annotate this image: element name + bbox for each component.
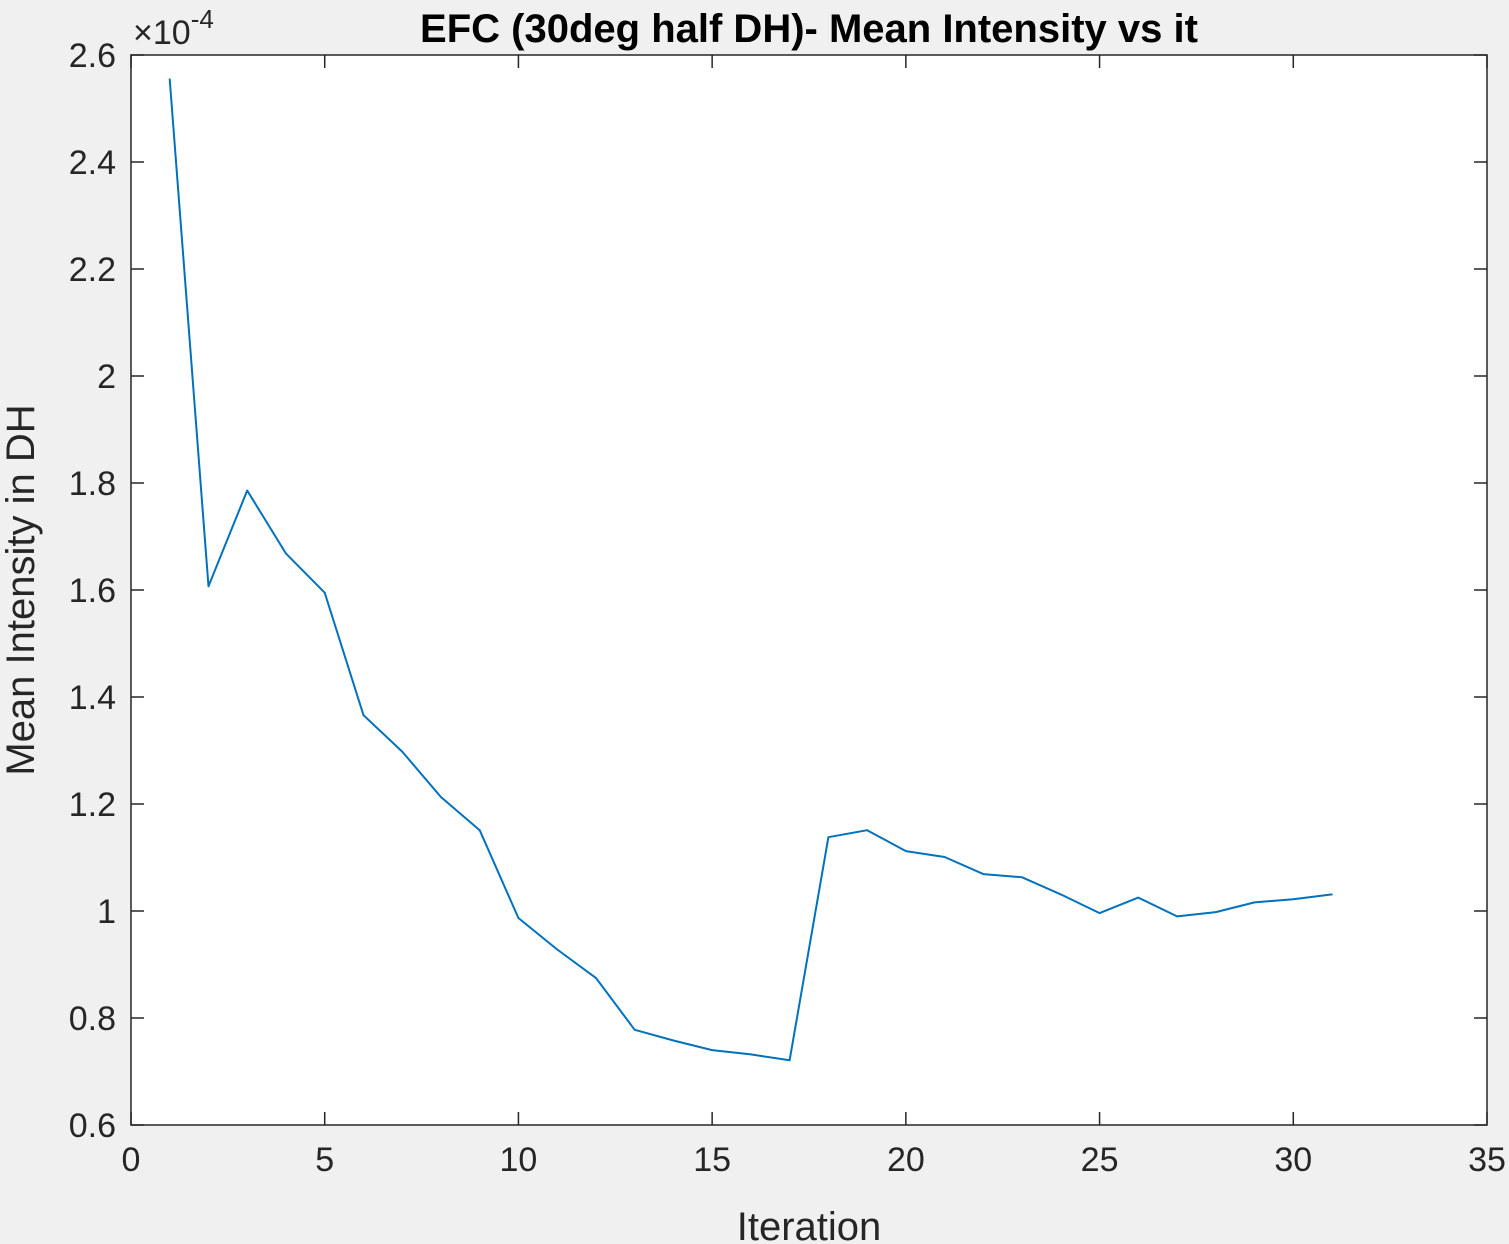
x-tick-label: 20 <box>887 1141 925 1179</box>
data-point <box>1137 896 1140 899</box>
y-tick-label: 0.8 <box>69 1000 116 1038</box>
data-point <box>1215 911 1217 913</box>
data-point <box>556 948 558 951</box>
data-point <box>1060 893 1062 896</box>
data-point <box>1253 901 1256 904</box>
data-point <box>285 552 287 555</box>
data-point <box>440 796 442 798</box>
x-tick-label: 25 <box>1081 1141 1119 1179</box>
data-point <box>982 873 985 875</box>
data-point <box>168 78 171 80</box>
data-point <box>323 591 326 594</box>
data-point <box>207 585 210 588</box>
y-tick-label: 1 <box>97 893 116 931</box>
y-tick-label: 2.6 <box>69 37 116 75</box>
y-tick-label: 1.8 <box>69 465 116 503</box>
y-tick-label: 2.2 <box>69 251 116 289</box>
data-point <box>246 489 248 492</box>
data-point <box>866 829 868 831</box>
data-point <box>672 1039 675 1042</box>
axis-ticks <box>130 54 1488 1126</box>
y-scale-factor: ×10-4 <box>133 4 214 52</box>
data-point <box>1021 876 1023 879</box>
y-tick-labels: 0.6 0.8 1 1.2 1.4 1.6 1.8 2 2.2 2.4 2.6 <box>69 37 116 1145</box>
data-point <box>1292 898 1295 900</box>
data-point <box>788 1059 791 1062</box>
y-tick-label: 2 <box>97 358 116 396</box>
y-tick-label: 2.4 <box>69 144 116 182</box>
y-tick-label: 1.4 <box>69 679 116 717</box>
x-tick-label: 35 <box>1468 1141 1506 1179</box>
data-point <box>1176 915 1178 918</box>
y-scale-multiplier: ×10 <box>133 14 191 52</box>
y-scale-exponent: -4 <box>191 4 214 34</box>
chart-title: EFC (30deg half DH)- Mean Intensity vs i… <box>420 7 1198 51</box>
data-point <box>633 1029 636 1031</box>
x-tick-labels: 0 5 10 15 20 25 30 35 <box>122 1141 1506 1179</box>
x-tick-label: 5 <box>315 1141 334 1179</box>
y-tick-label: 0.6 <box>69 1107 116 1145</box>
data-point <box>1098 912 1101 914</box>
data-point <box>905 850 907 852</box>
data-point <box>943 856 946 858</box>
data-point <box>362 714 365 716</box>
data-point <box>401 750 404 753</box>
data-point <box>1331 893 1333 896</box>
y-tick-label: 1.6 <box>69 572 116 610</box>
x-tick-label: 0 <box>122 1141 141 1179</box>
data-point <box>595 977 597 979</box>
x-tick-label: 10 <box>500 1141 538 1179</box>
y-axis-label: Mean Intensity in DH <box>0 404 43 775</box>
x-axis-label: Iteration <box>737 1205 882 1244</box>
x-tick-label: 15 <box>693 1141 731 1179</box>
data-point <box>750 1053 752 1056</box>
data-point <box>517 917 520 919</box>
data-point <box>827 836 830 838</box>
x-tick-label: 30 <box>1274 1141 1312 1179</box>
plot-area <box>130 54 1488 1126</box>
series-layer <box>168 78 1333 1062</box>
y-tick-label: 1.2 <box>69 786 116 824</box>
data-point <box>478 829 481 831</box>
data-point <box>711 1049 713 1051</box>
